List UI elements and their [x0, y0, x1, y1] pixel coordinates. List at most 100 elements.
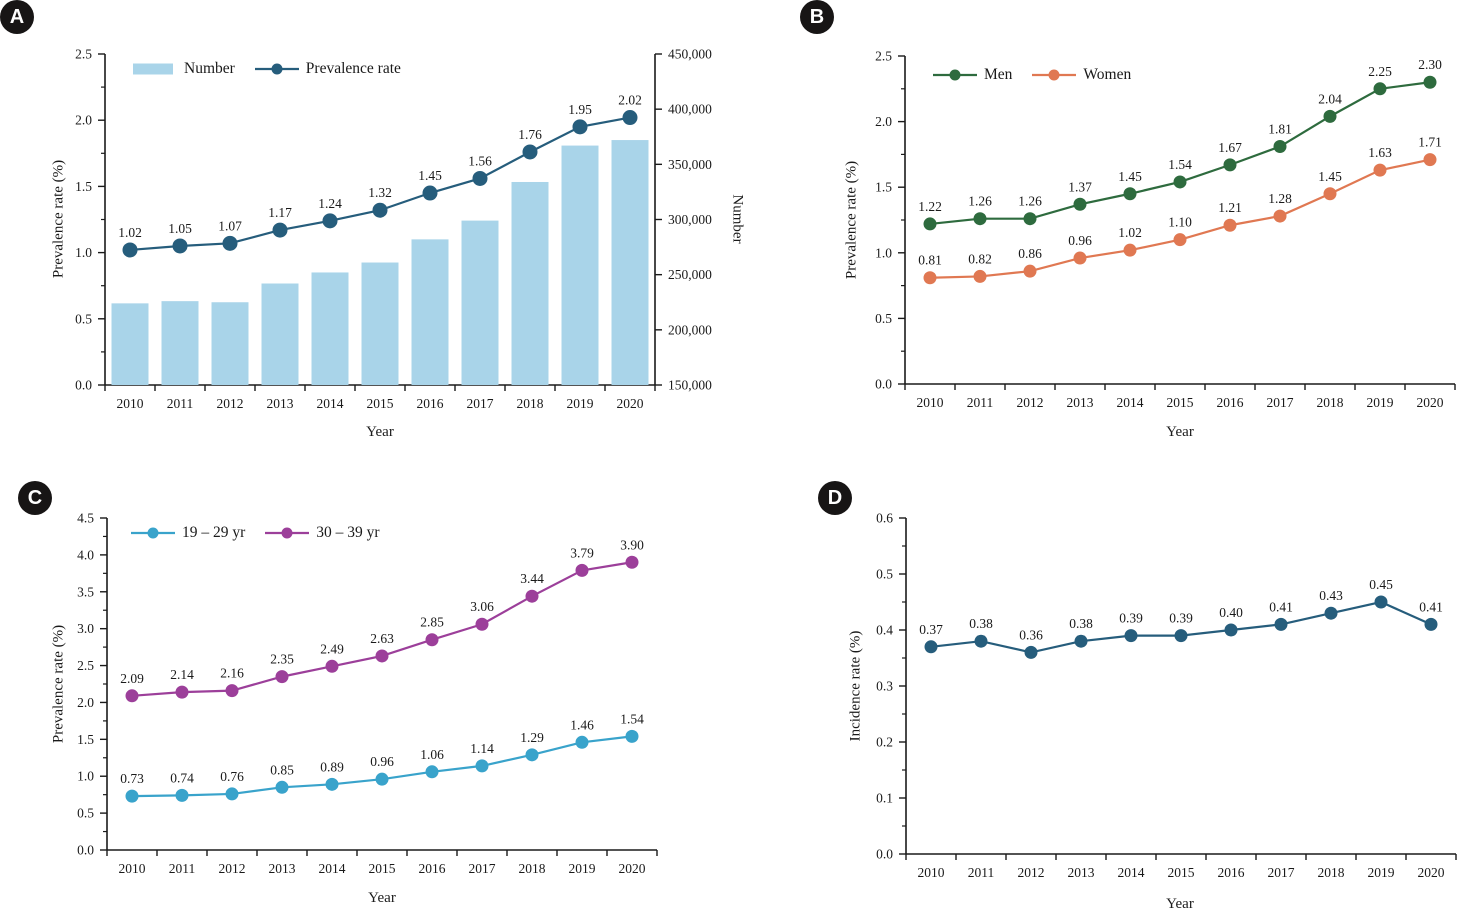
svg-text:0.5: 0.5	[875, 311, 892, 326]
panel-a-legend: Number Prevalence rate	[133, 60, 401, 78]
point-2019	[1373, 82, 1387, 96]
svg-text:2013: 2013	[1068, 865, 1095, 880]
svg-text:2.09: 2.09	[120, 671, 144, 686]
svg-text:2017: 2017	[467, 396, 494, 411]
svg-text:0.74: 0.74	[170, 770, 194, 785]
svg-text:150,000: 150,000	[668, 378, 712, 393]
legend-label: 19 – 29 yr	[182, 524, 246, 541]
svg-text:1.02: 1.02	[1118, 225, 1142, 240]
bar-2015	[361, 262, 399, 385]
svg-text:0.0: 0.0	[876, 847, 893, 862]
svg-text:2017: 2017	[1267, 395, 1294, 410]
point-2010	[125, 789, 139, 803]
point-2019	[1374, 595, 1388, 609]
point-2016	[1223, 158, 1237, 172]
panel-d-chart: 0.0 0.1 0.2 0.3 0.4 0.5 0.6 2010 2011 2012 2013 201…	[876, 511, 1457, 880]
svg-text:2019: 2019	[1368, 865, 1395, 880]
point-2012	[222, 235, 238, 251]
svg-text:2015: 2015	[367, 396, 394, 411]
point-2012	[1024, 645, 1038, 659]
svg-text:2.25: 2.25	[1368, 64, 1392, 79]
point-2016	[1224, 623, 1238, 637]
svg-text:3.79: 3.79	[570, 545, 594, 560]
svg-text:1.10: 1.10	[1168, 215, 1192, 230]
svg-text:1.63: 1.63	[1368, 145, 1392, 160]
svg-text:1.45: 1.45	[1118, 169, 1142, 184]
svg-text:2.0: 2.0	[77, 695, 94, 710]
svg-text:1.76: 1.76	[518, 127, 542, 142]
svg-text:2.49: 2.49	[320, 641, 344, 656]
svg-text:2.63: 2.63	[370, 631, 394, 646]
svg-text:2016: 2016	[1218, 865, 1245, 880]
svg-text:0.89: 0.89	[320, 759, 344, 774]
panel-c-chart: 0.0 0.5 1.0 1.5 2.0 2.5 3.0 3.5 4.0 4.5 2010 2011 20…	[77, 511, 658, 876]
svg-text:0.82: 0.82	[968, 251, 992, 266]
svg-text:1.37: 1.37	[1068, 179, 1092, 194]
svg-text:0.39: 0.39	[1169, 611, 1193, 626]
point-2018	[525, 748, 539, 762]
svg-text:2018: 2018	[517, 396, 544, 411]
svg-text:2011: 2011	[167, 396, 194, 411]
svg-text:0.41: 0.41	[1419, 599, 1443, 614]
bar-2018	[511, 181, 549, 385]
legend-line-marker	[933, 69, 977, 81]
panel-b-x-axis-title: Year	[1166, 424, 1194, 440]
svg-text:2014: 2014	[1118, 865, 1145, 880]
bar-2019	[561, 145, 599, 385]
point-2011	[175, 788, 189, 802]
svg-text:350,000: 350,000	[668, 157, 712, 172]
point-2012	[225, 787, 239, 801]
svg-text:2015: 2015	[369, 861, 396, 876]
svg-text:2018: 2018	[1317, 395, 1344, 410]
panel-d: D Incidence rate (%) 0.0 0.1 0.2 0.3 0.4 0.5 0…	[800, 462, 1473, 923]
svg-text:3.06: 3.06	[470, 599, 494, 614]
bar-2016	[411, 239, 449, 385]
point-2011	[175, 685, 189, 699]
point-2010	[923, 271, 937, 285]
svg-text:0.45: 0.45	[1369, 577, 1393, 592]
point-2020	[1423, 153, 1437, 167]
point-2013	[275, 670, 289, 684]
point-2017	[1273, 140, 1287, 154]
svg-text:1.46: 1.46	[570, 717, 594, 732]
legend-label: Men	[984, 66, 1013, 83]
svg-text:0.1: 0.1	[876, 791, 893, 806]
legend-line-marker	[254, 63, 299, 75]
point-2015	[1173, 175, 1187, 189]
point-2011	[974, 634, 988, 648]
panel-c-badge: C	[18, 481, 52, 515]
point-2013	[275, 780, 289, 794]
point-2019	[1373, 163, 1387, 177]
point-2014	[325, 777, 339, 791]
point-2010	[122, 242, 138, 258]
svg-text:2020: 2020	[1417, 395, 1444, 410]
svg-text:0.6: 0.6	[876, 511, 893, 526]
svg-text:0.86: 0.86	[1018, 246, 1042, 261]
point-2017	[472, 170, 488, 186]
svg-text:2011: 2011	[169, 861, 196, 876]
bar-2013	[261, 283, 299, 385]
svg-text:2015: 2015	[1168, 865, 1195, 880]
svg-text:1.95: 1.95	[568, 102, 592, 117]
svg-text:2014: 2014	[1117, 395, 1144, 410]
panel-a: A Prevalence rate (%) Number 0.0 0.5 1.0 1.…	[0, 0, 780, 462]
point-2014	[322, 213, 338, 229]
svg-text:0.36: 0.36	[1019, 627, 1043, 642]
svg-text:1.0: 1.0	[75, 245, 92, 260]
panel-b-badge-letter: B	[809, 6, 825, 28]
svg-text:2010: 2010	[119, 861, 146, 876]
svg-text:2011: 2011	[967, 395, 994, 410]
svg-text:0.4: 0.4	[876, 623, 893, 638]
svg-text:2.5: 2.5	[875, 49, 892, 64]
svg-text:2013: 2013	[269, 861, 296, 876]
svg-text:2018: 2018	[1318, 865, 1345, 880]
point-2014	[325, 659, 339, 673]
svg-text:0.39: 0.39	[1119, 611, 1143, 626]
svg-text:3.44: 3.44	[520, 571, 544, 586]
svg-text:1.54: 1.54	[620, 711, 644, 726]
svg-text:2012: 2012	[1017, 395, 1044, 410]
svg-text:2010: 2010	[918, 865, 945, 880]
svg-text:2.16: 2.16	[220, 666, 244, 681]
panel-b-chart: 0.0 0.5 1.0 1.5 2.0 2.5 2010 2011 2012 2013 2014 20…	[875, 49, 1456, 410]
panel-c-badge-letter: C	[27, 487, 43, 509]
